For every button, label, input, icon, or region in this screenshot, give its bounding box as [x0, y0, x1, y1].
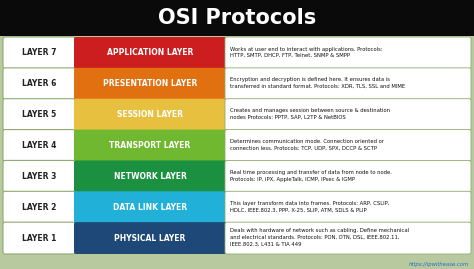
Text: LAYER 2: LAYER 2	[22, 203, 56, 212]
FancyBboxPatch shape	[74, 222, 226, 254]
FancyBboxPatch shape	[3, 191, 75, 223]
FancyBboxPatch shape	[3, 130, 75, 161]
Text: Determines communication mode. Connection oriented or
connection less. Protocols: Determines communication mode. Connectio…	[230, 139, 384, 151]
Text: SESSION LAYER: SESSION LAYER	[117, 110, 183, 119]
FancyBboxPatch shape	[3, 37, 75, 69]
Text: LAYER 5: LAYER 5	[22, 110, 56, 119]
Text: Real time processing and transfer of data from node to node.
Protocols: IP, IPX,: Real time processing and transfer of dat…	[230, 170, 392, 182]
Text: Creates and manages session between source & destination
nodes Protocols: PPTP, : Creates and manages session between sour…	[230, 108, 390, 120]
FancyBboxPatch shape	[74, 37, 226, 69]
Text: NETWORK LAYER: NETWORK LAYER	[114, 172, 186, 181]
Text: APPLICATION LAYER: APPLICATION LAYER	[107, 48, 193, 57]
FancyBboxPatch shape	[74, 130, 226, 161]
FancyBboxPatch shape	[3, 68, 75, 100]
FancyBboxPatch shape	[225, 222, 471, 254]
Text: https://ipwithease.com: https://ipwithease.com	[409, 262, 469, 267]
Text: LAYER 1: LAYER 1	[22, 233, 56, 243]
Text: OSI Protocols: OSI Protocols	[158, 8, 316, 28]
Text: LAYER 4: LAYER 4	[22, 141, 56, 150]
FancyBboxPatch shape	[3, 222, 75, 254]
FancyBboxPatch shape	[3, 99, 75, 130]
Text: Encryption and decryption is defined here. It ensures data is
transferred in sta: Encryption and decryption is defined her…	[230, 77, 405, 89]
FancyBboxPatch shape	[225, 37, 471, 69]
FancyBboxPatch shape	[225, 68, 471, 100]
FancyBboxPatch shape	[225, 99, 471, 130]
Bar	[0, 0, 474, 36]
FancyBboxPatch shape	[225, 191, 471, 223]
Text: Deals with hardware of network such as cabling. Define mechanical
and electrical: Deals with hardware of network such as c…	[230, 228, 409, 247]
Text: LAYER 6: LAYER 6	[22, 79, 56, 88]
FancyBboxPatch shape	[225, 130, 471, 161]
FancyBboxPatch shape	[74, 191, 226, 223]
Text: PHYSICAL LAYER: PHYSICAL LAYER	[114, 233, 186, 243]
FancyBboxPatch shape	[74, 160, 226, 192]
Text: LAYER 3: LAYER 3	[22, 172, 56, 181]
FancyBboxPatch shape	[3, 160, 75, 192]
FancyBboxPatch shape	[74, 68, 226, 100]
FancyBboxPatch shape	[225, 160, 471, 192]
Text: TRANSPORT LAYER: TRANSPORT LAYER	[109, 141, 191, 150]
Text: DATA LINK LAYER: DATA LINK LAYER	[113, 203, 187, 212]
Text: LAYER 7: LAYER 7	[22, 48, 56, 57]
FancyBboxPatch shape	[74, 99, 226, 130]
Text: This layer transform data into frames. Protocols: ARP, CSLIP,
HDLC, IEEE.802.3, : This layer transform data into frames. P…	[230, 201, 389, 213]
Text: Works at user end to interact with applications. Protocols:
HTTP, SMTP, DHCP, FT: Works at user end to interact with appli…	[230, 47, 383, 58]
Text: PRESENTATION LAYER: PRESENTATION LAYER	[103, 79, 197, 88]
